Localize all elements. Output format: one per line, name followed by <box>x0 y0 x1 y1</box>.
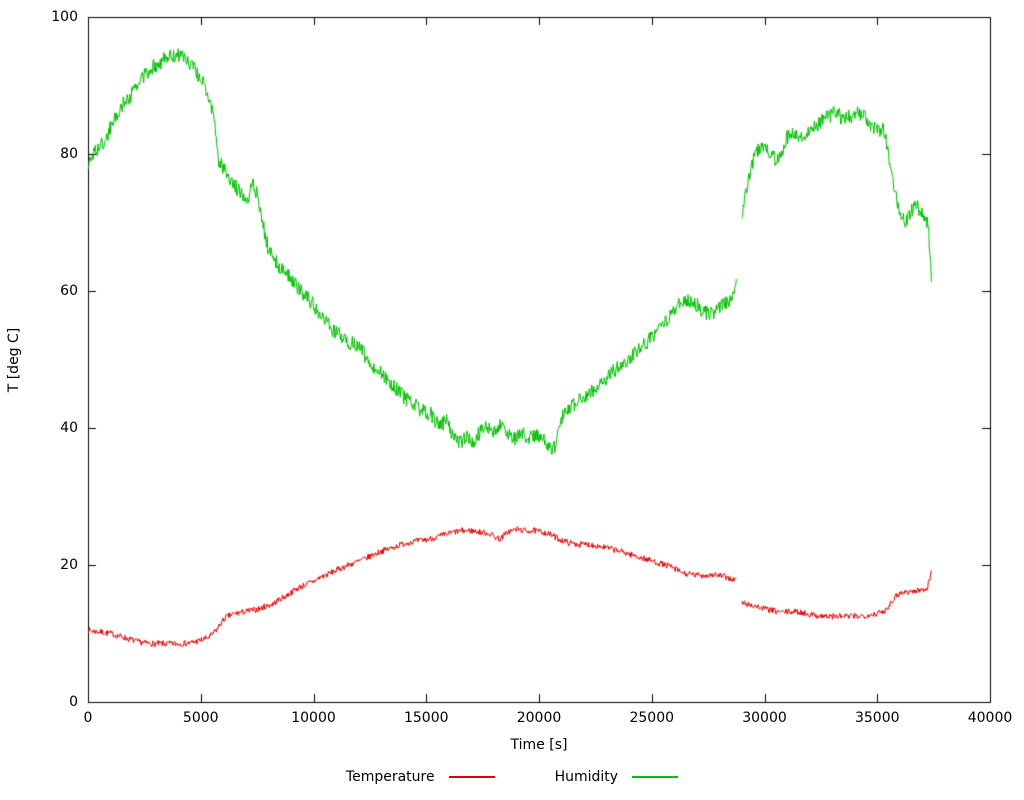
legend-line-sample-temperature <box>448 776 495 778</box>
y-tick-label: 40 <box>60 420 78 436</box>
legend-line-sample-humidity <box>632 776 679 778</box>
legend-entry-humidity: Humidity <box>554 769 679 785</box>
x-tick-label: 20000 <box>516 710 562 726</box>
y-tick-label: 60 <box>60 283 78 299</box>
y-tick-label: 20 <box>60 557 78 573</box>
y-tick-label: 80 <box>60 146 78 162</box>
y-axis-label: T [deg C] <box>6 327 22 393</box>
legend: Temperature Humidity <box>0 769 1024 785</box>
x-axis-label: Time [s] <box>510 737 568 753</box>
x-tick-label: 5000 <box>182 710 219 726</box>
x-tick-label: 30000 <box>742 710 787 726</box>
x-tick-label: 15000 <box>403 710 449 726</box>
legend-entry-temperature: Temperature <box>346 769 495 785</box>
x-tick-label: 10000 <box>291 710 336 726</box>
x-tick-label: 35000 <box>854 710 900 726</box>
x-tick-label: 0 <box>83 710 93 726</box>
y-tick-label: 100 <box>51 9 78 25</box>
legend-label-temperature: Temperature <box>345 769 435 785</box>
x-tick-label: 40000 <box>967 710 1013 726</box>
legend-label-humidity: Humidity <box>554 769 619 785</box>
x-tick-label: 25000 <box>629 710 675 726</box>
y-tick-label: 0 <box>69 694 78 710</box>
